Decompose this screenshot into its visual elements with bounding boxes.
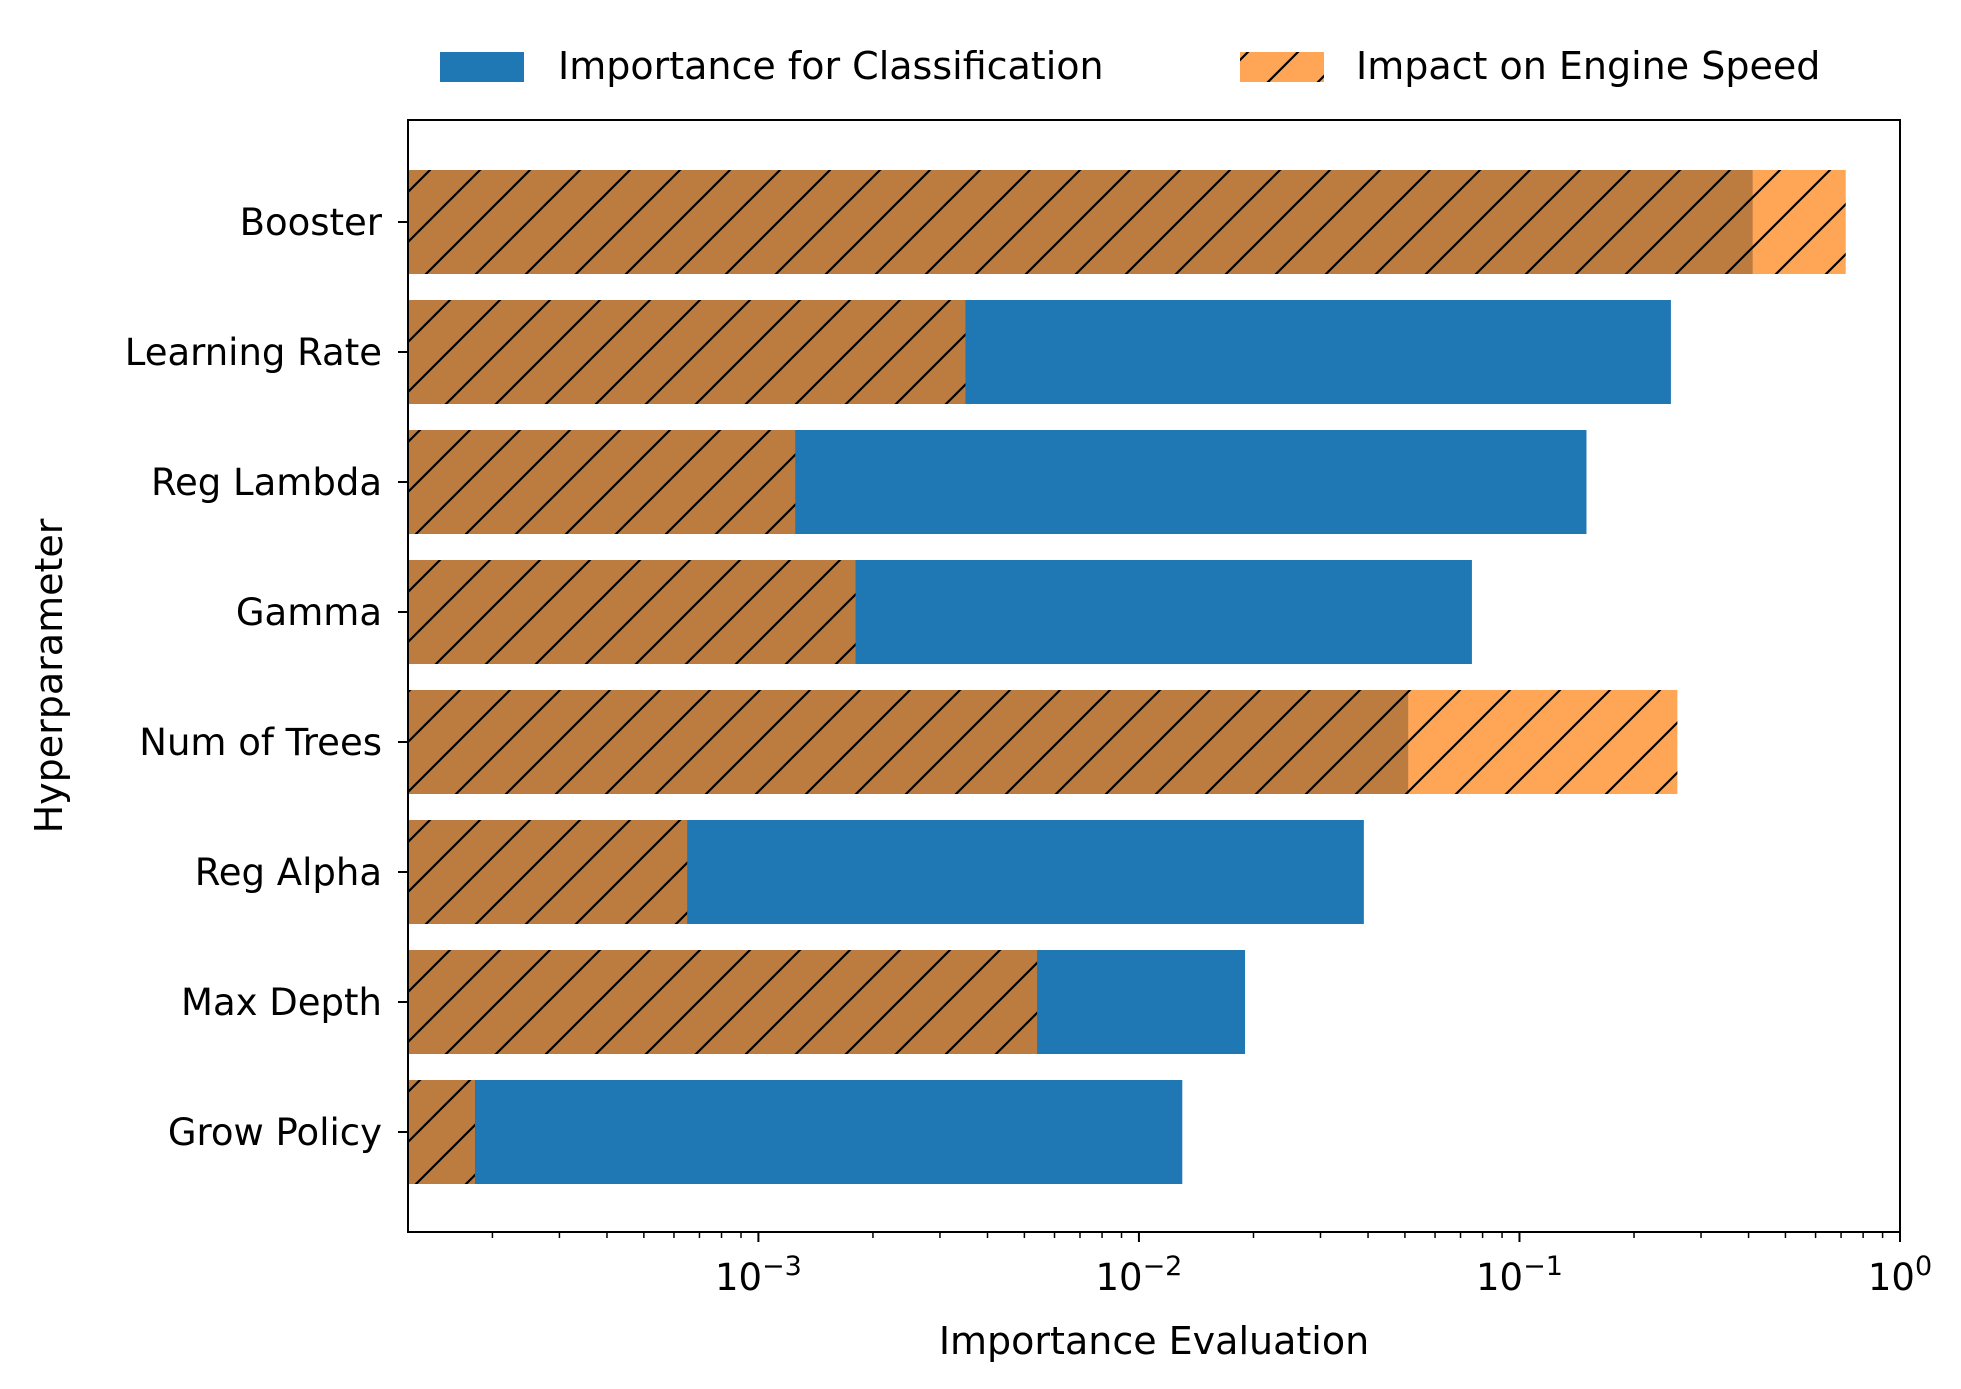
legend-label-classification: Importance for Classification <box>558 44 1104 88</box>
y-tick-label-learning-rate: Learning Rate <box>125 331 382 374</box>
bar-classification-grow-policy <box>408 1080 1183 1184</box>
y-axis-title: Hyperparameter <box>27 518 71 833</box>
y-tick-label-booster: Booster <box>240 201 383 244</box>
bar-engine-speed-hatch-reg-lambda <box>408 430 796 534</box>
bar-engine-speed-hatch-grow-policy <box>408 1080 476 1184</box>
x-tick-label: 10−3 <box>715 1251 802 1299</box>
legend-swatch-engine-speed-hatch <box>1240 52 1324 82</box>
x-tick-label: 10−2 <box>1095 1251 1182 1299</box>
y-tick-label-reg-lambda: Reg Lambda <box>151 461 382 504</box>
y-tick-label-reg-alpha: Reg Alpha <box>195 851 382 894</box>
y-tick-label-num-of-trees: Num of Trees <box>139 721 382 764</box>
bar-engine-speed-hatch-num-of-trees <box>408 690 1678 794</box>
bar-engine-speed-hatch-learning-rate <box>408 300 966 404</box>
plot-frame <box>407 119 1901 1233</box>
legend-swatch-classification <box>440 52 524 82</box>
y-tick-label-grow-policy: Grow Policy <box>168 1111 382 1154</box>
bar-engine-speed-hatch-max-depth <box>408 950 1038 1054</box>
legend-label-engine-speed: Impact on Engine Speed <box>1356 44 1820 88</box>
y-axis: Booster Learning Rate Reg Lambda Gamma Num o… <box>125 201 408 1154</box>
x-tick-label: 10−1 <box>1476 1251 1563 1299</box>
y-tick-label-gamma: Gamma <box>236 591 382 634</box>
bars <box>408 170 1846 1184</box>
x-axis: 10−3 10−2 10−1 100 <box>491 1232 1932 1299</box>
bar-engine-speed-hatch-reg-alpha <box>408 820 688 924</box>
legend: Importance for Classification Impact on … <box>440 44 1820 88</box>
bar-engine-speed-hatch-booster <box>408 170 1846 274</box>
bar-engine-speed-hatch-gamma <box>408 560 856 664</box>
x-axis-title: Importance Evaluation <box>939 1319 1369 1363</box>
y-tick-label-max-depth: Max Depth <box>181 981 382 1024</box>
x-tick-label: 100 <box>1868 1251 1932 1299</box>
